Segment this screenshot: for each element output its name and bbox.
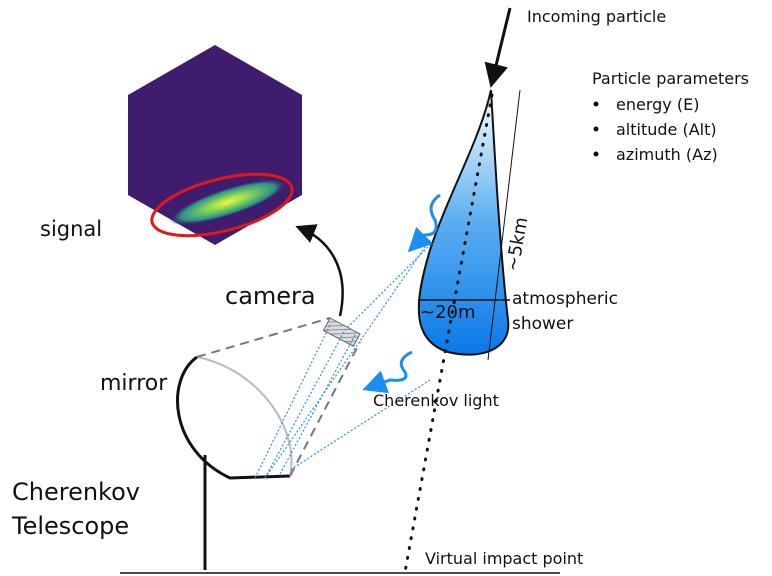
bullet [593, 151, 599, 157]
shower-label: shower [512, 314, 573, 334]
light-arrow [407, 193, 441, 253]
mirror-label: mirror [100, 371, 168, 396]
width-label: ~20m [420, 302, 476, 323]
light-label: Cherenkov light [373, 391, 499, 410]
shower-axis [403, 93, 494, 574]
telescope-label: Cherenkov [12, 478, 140, 506]
signal-blob [168, 178, 288, 226]
shower-label: atmospheric [512, 289, 618, 309]
light-arrow [362, 350, 413, 394]
length-label: ~5km [502, 216, 532, 273]
bullet [593, 101, 599, 107]
bullet [593, 126, 599, 132]
camera [322, 317, 361, 347]
camera-arrow [295, 224, 344, 317]
mirror [176, 355, 291, 480]
parameter: energy (E) [616, 95, 699, 114]
impact-label: Virtual impact point [425, 549, 583, 568]
camera-support [289, 341, 361, 477]
signal-label: signal [40, 217, 102, 241]
signal-outline [150, 172, 294, 238]
incoming-label: Incoming particle [527, 7, 666, 26]
camera-label: camera [225, 282, 316, 310]
shower [417, 89, 510, 356]
parameters-title: Particle parameters [592, 69, 749, 88]
parameter: altitude (Alt) [616, 120, 717, 139]
light-rays [254, 229, 446, 479]
length-line [487, 89, 521, 361]
mirror-inner [196, 356, 293, 477]
parameter: azimuth (Az) [616, 145, 718, 164]
incoming-arrow [484, 7, 512, 88]
camera-support [196, 317, 331, 358]
telescope-label: Telescope [11, 512, 129, 540]
